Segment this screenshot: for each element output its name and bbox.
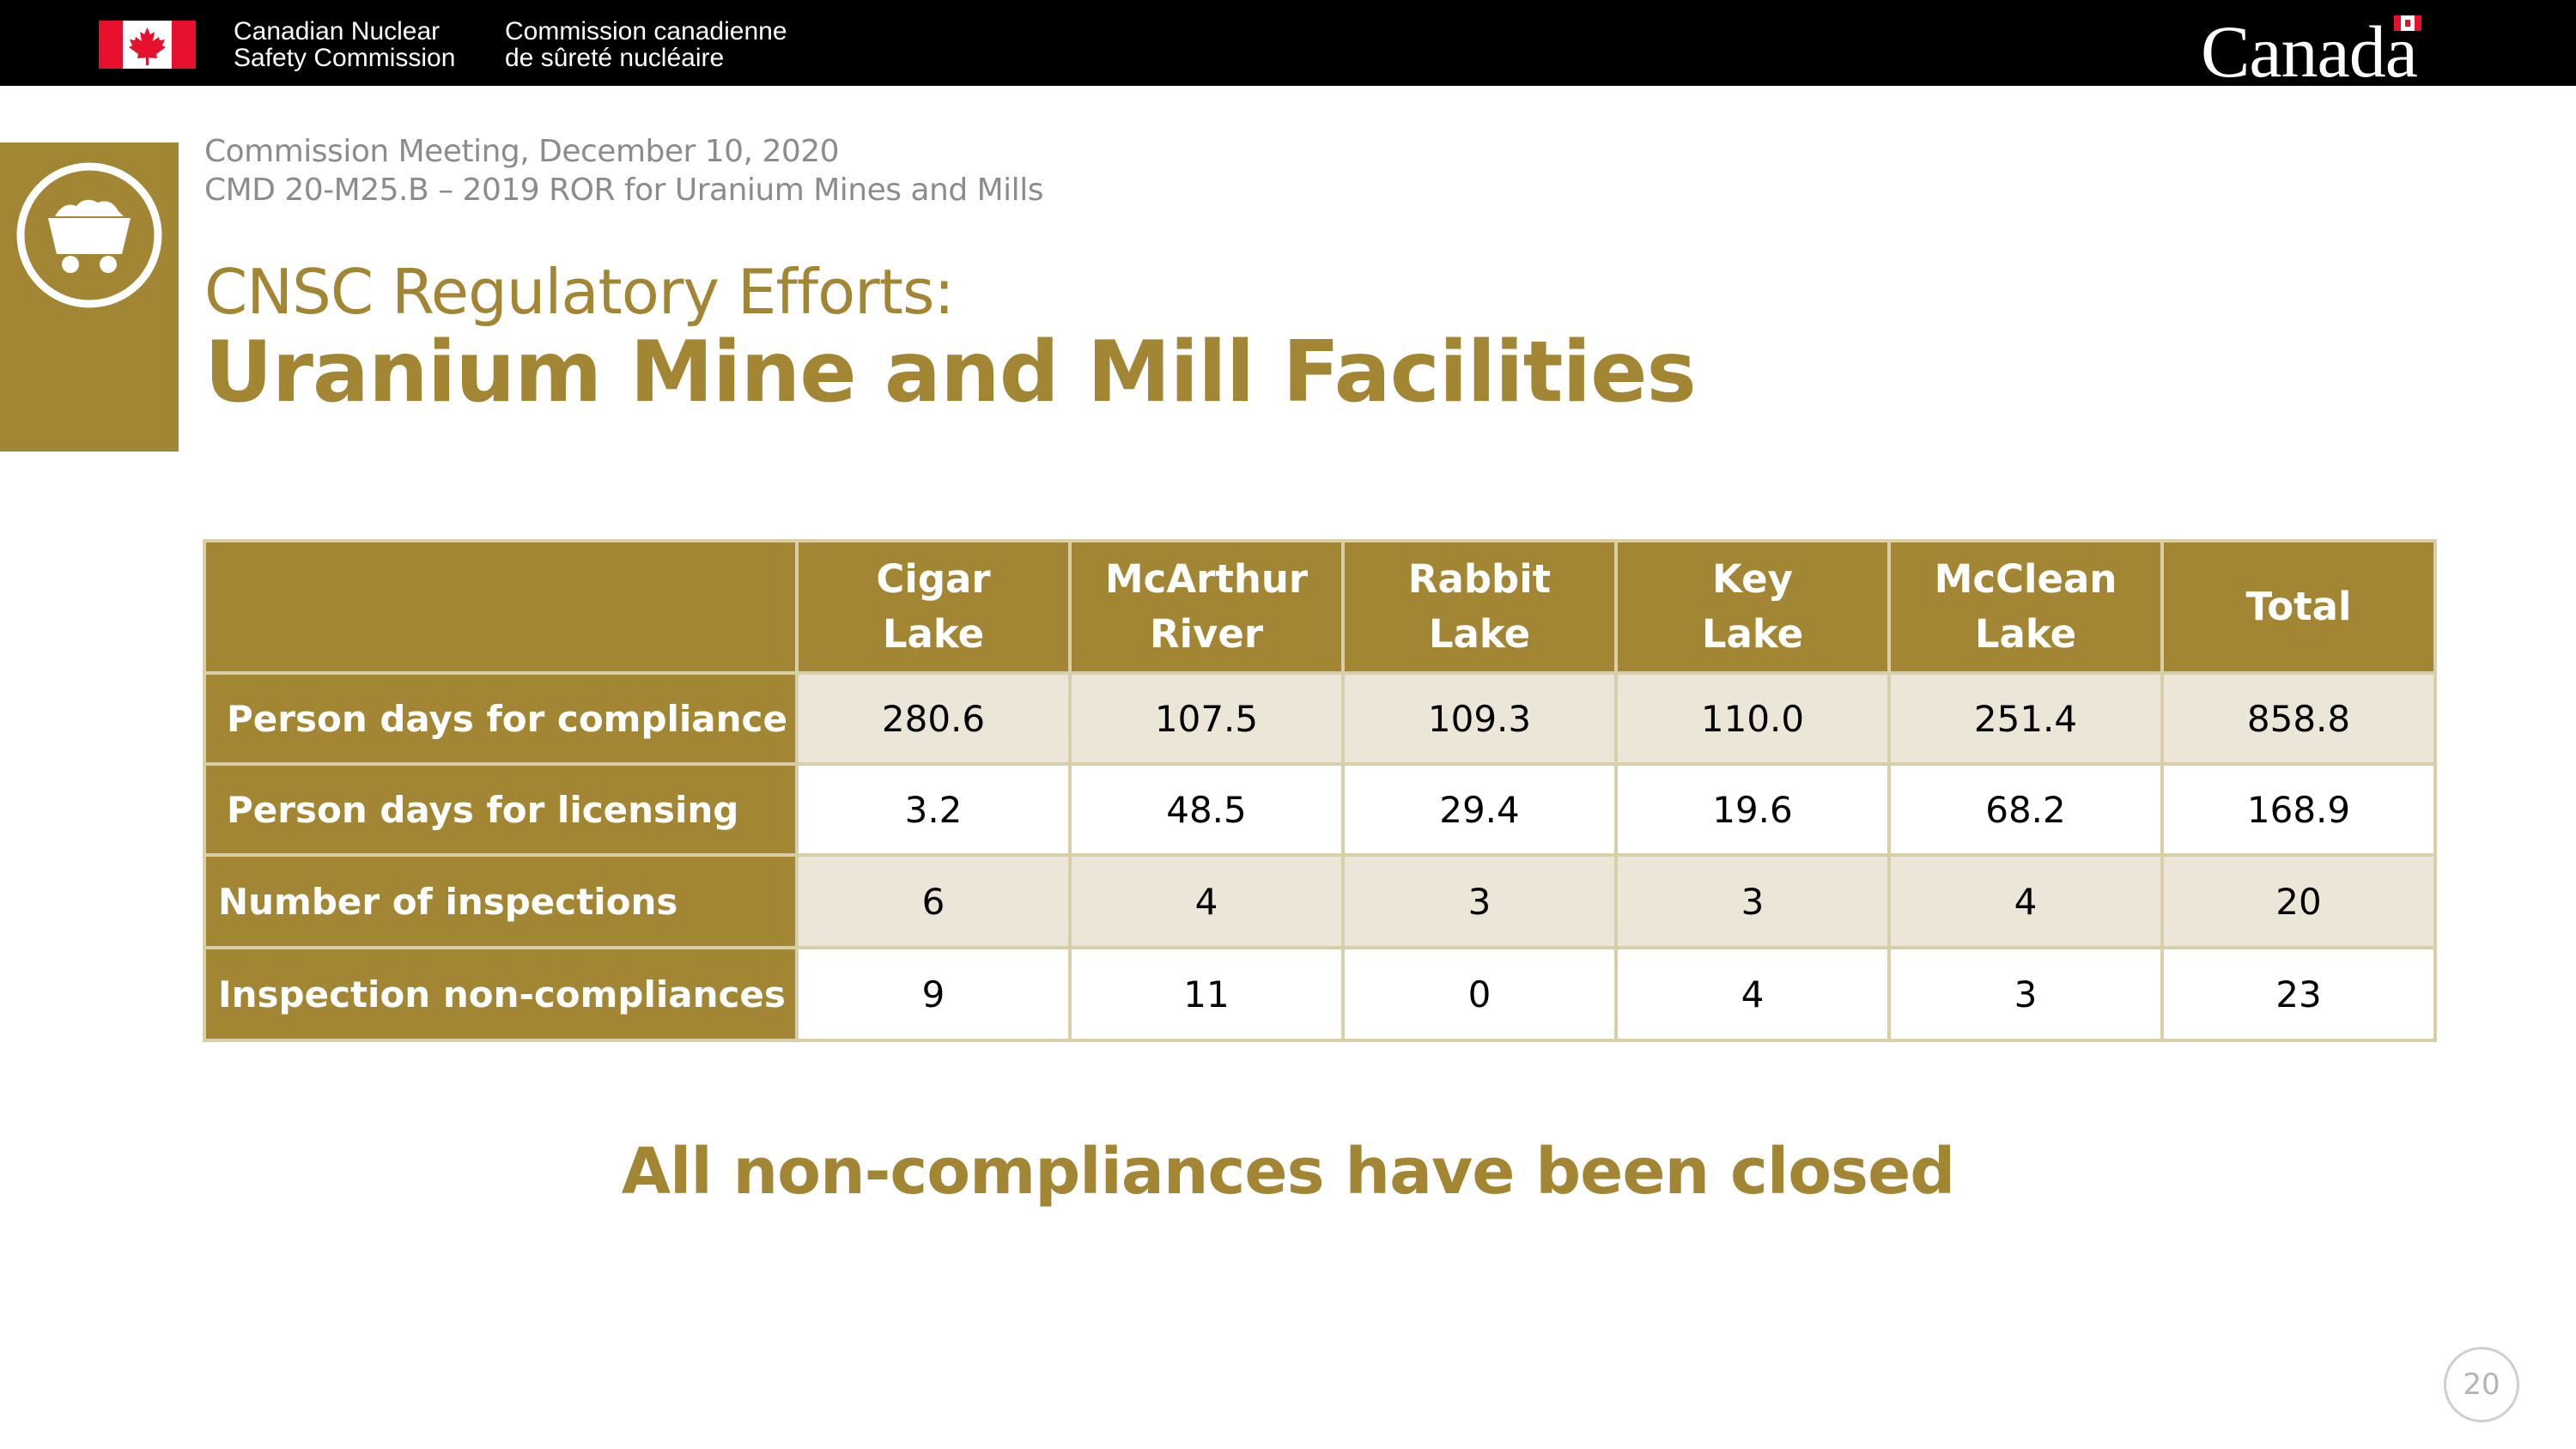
table-cell: 3 <box>1614 853 1891 949</box>
org-name-en-line1: Canadian Nuclear <box>234 17 440 45</box>
org-name-en-line2: Safety Commission <box>234 44 456 72</box>
slide-subtitle: CNSC Regulatory Efforts: <box>204 256 955 328</box>
column-header-line: McArthur <box>1104 556 1309 602</box>
column-header-line: Lake <box>882 611 985 657</box>
table-cell: 48.5 <box>1068 762 1345 857</box>
table-cell: 107.5 <box>1068 671 1345 766</box>
table-cell: 3.2 <box>795 762 1072 857</box>
table-cell: 4 <box>1614 946 1891 1042</box>
column-header-line: Key <box>1712 556 1793 602</box>
column-header-total: Total <box>2160 539 2437 675</box>
section-icon-block <box>0 142 179 452</box>
column-header-cigar-lake: Cigar Lake <box>795 539 1072 675</box>
table-cell: 29.4 <box>1341 762 1618 857</box>
table-cell: 19.6 <box>1614 762 1891 857</box>
table-cell: 280.6 <box>795 671 1072 766</box>
table-cell: 858.8 <box>2160 671 2437 766</box>
table-cell: 3 <box>1341 853 1618 949</box>
column-header-line: McClean <box>1934 556 2117 602</box>
org-name-fr-line1: Commission canadienne <box>505 17 787 45</box>
column-header-mcarthur-river: McArthur River <box>1068 539 1345 675</box>
table-row: Person days for licensing 3.2 48.5 29.4 … <box>203 762 2437 857</box>
page-number: 20 <box>2444 1347 2519 1422</box>
government-header-bar: Canadian Nuclear Safety Commission Commi… <box>0 0 2576 93</box>
row-label: Number of inspections <box>203 853 799 949</box>
canada-wordmark: Canada <box>2201 10 2418 93</box>
column-header-key-lake: Key Lake <box>1614 539 1891 675</box>
table-cell: 68.2 <box>1887 762 2164 857</box>
meeting-line: Commission Meeting, December 10, 2020 <box>204 134 840 169</box>
column-header-line: Cigar <box>876 556 991 602</box>
cmd-line: CMD 20-M25.B – 2019 ROR for Uranium Mine… <box>204 173 1043 208</box>
table-cell: 11 <box>1068 946 1345 1042</box>
table-cell: 6 <box>795 853 1072 949</box>
table-cell: 23 <box>2160 946 2437 1042</box>
column-header-line: Lake <box>1974 611 2077 657</box>
org-name-english: Canadian Nuclear Safety Commission <box>234 18 455 71</box>
column-header-mcclean-lake: McClean Lake <box>1887 539 2164 675</box>
table-cell: 4 <box>1887 853 2164 949</box>
canada-flag-icon <box>99 21 196 69</box>
table-cell: 9 <box>795 946 1072 1042</box>
column-header-rabbit-lake: Rabbit Lake <box>1341 539 1618 675</box>
regulatory-efforts-table: Cigar Lake McArthur River Rabbit Lake Ke… <box>203 539 2437 1042</box>
slide-title: Uranium Mine and Mill Facilities <box>204 324 1697 421</box>
closing-statement: All non-compliances have been closed <box>621 1135 1956 1209</box>
table-row: Inspection non-compliances 9 11 0 4 3 23 <box>203 946 2437 1042</box>
org-name-french: Commission canadienne de sûreté nucléair… <box>505 18 787 71</box>
table-row: Person days for compliance 280.6 107.5 1… <box>203 671 2437 766</box>
column-header-line: River <box>1149 611 1264 657</box>
column-header-line: Lake <box>1701 611 1804 657</box>
org-name-fr-line2: de sûreté nucléaire <box>505 44 725 72</box>
table-cell: 251.4 <box>1887 671 2164 766</box>
table-cell: 0 <box>1341 946 1618 1042</box>
table-cell: 110.0 <box>1614 671 1891 766</box>
column-header-line: Lake <box>1428 611 1531 657</box>
column-header-line: Rabbit <box>1407 556 1552 602</box>
table-cell: 168.9 <box>2160 762 2437 857</box>
table-cell: 4 <box>1068 853 1345 949</box>
row-label: Person days for compliance <box>203 671 799 766</box>
header-corner-cell <box>203 539 799 675</box>
wordmark-flag-icon <box>2394 15 2421 31</box>
table-cell: 109.3 <box>1341 671 1618 766</box>
row-label: Inspection non-compliances <box>203 946 799 1042</box>
table-row: Number of inspections 6 4 3 3 4 20 <box>203 853 2437 949</box>
row-label: Person days for licensing <box>203 762 799 857</box>
table-header-row: Cigar Lake McArthur River Rabbit Lake Ke… <box>203 539 2437 675</box>
table-cell: 3 <box>1887 946 2164 1042</box>
mine-cart-icon <box>16 162 162 308</box>
column-header-line: Total <box>2245 584 2352 629</box>
table-cell: 20 <box>2160 853 2437 949</box>
